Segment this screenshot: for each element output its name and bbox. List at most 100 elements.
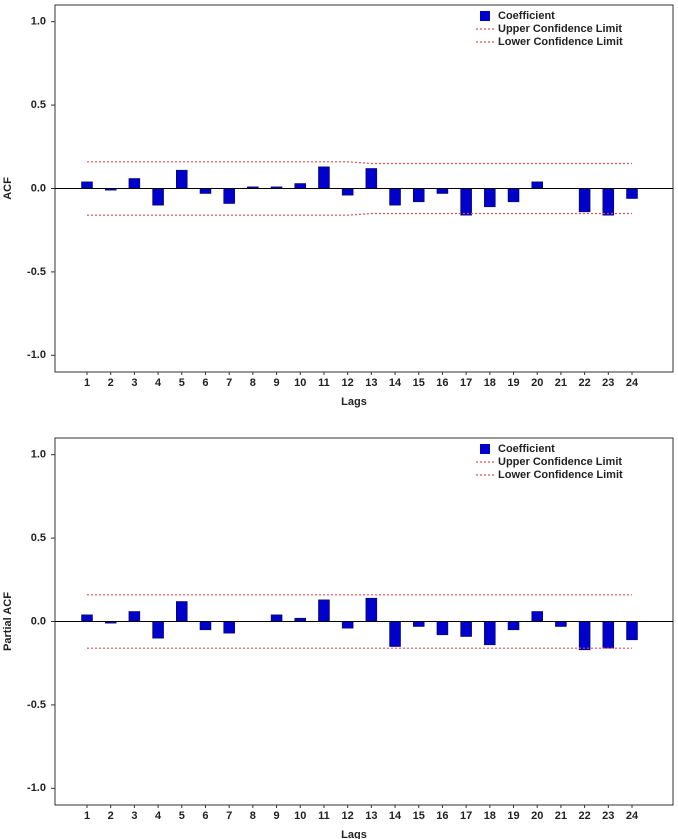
legend-label: Coefficient: [498, 443, 555, 455]
x-tick-label: 14: [389, 810, 402, 822]
bar: [152, 621, 164, 639]
x-tick-label: 8: [250, 377, 256, 389]
y-axis-label: ACF: [2, 177, 14, 200]
bar: [223, 188, 235, 204]
bar: [578, 621, 591, 651]
x-tick-label: 12: [342, 377, 354, 389]
legend-label: Lower Confidence Limit: [498, 469, 623, 481]
x-tick-label: 23: [602, 377, 614, 389]
x-tick-label: 12: [342, 810, 354, 822]
bar: [152, 188, 164, 206]
x-tick-label: 19: [507, 810, 519, 822]
y-tick-label: 0.0: [31, 182, 46, 194]
y-axis-label: Partial ACF: [2, 592, 14, 651]
bar: [341, 621, 354, 629]
x-tick-label: 4: [155, 810, 162, 822]
x-tick-label: 22: [578, 810, 590, 822]
x-tick-label: 20: [531, 377, 543, 389]
bar: [484, 188, 496, 208]
x-tick-label: 24: [626, 377, 639, 389]
legend-swatch: [480, 444, 490, 454]
bar: [555, 621, 567, 627]
x-tick-label: 5: [179, 377, 185, 389]
bar: [531, 611, 543, 622]
legend-label: Upper Confidence Limit: [498, 23, 622, 35]
bar: [318, 599, 330, 622]
bar: [365, 168, 378, 189]
bar: [294, 617, 307, 622]
bar: [199, 621, 212, 631]
y-tick-label: -0.5: [27, 266, 46, 278]
bar: [128, 178, 141, 189]
bar: [602, 188, 615, 216]
x-tick-label: 9: [274, 377, 280, 389]
x-tick-label: 21: [555, 810, 567, 822]
bar: [436, 621, 449, 636]
bar: [436, 188, 449, 194]
bar: [507, 188, 520, 203]
bar: [199, 188, 212, 194]
x-tick-label: 9: [274, 810, 280, 822]
bar: [81, 614, 93, 622]
x-tick-label: 14: [389, 377, 402, 389]
bar: [460, 621, 472, 637]
y-tick-label: 1.0: [31, 16, 46, 28]
bar: [507, 621, 520, 631]
x-tick-label: 10: [294, 810, 306, 822]
x-tick-label: 2: [108, 810, 114, 822]
x-tick-label: 22: [578, 377, 590, 389]
bar: [128, 611, 141, 622]
bar: [602, 621, 615, 649]
x-tick-label: 4: [155, 377, 162, 389]
x-tick-label: 18: [484, 810, 496, 822]
bar: [412, 188, 425, 203]
y-tick-label: -0.5: [27, 699, 46, 711]
x-tick-label: 10: [294, 377, 306, 389]
bar: [626, 188, 638, 199]
bar: [531, 181, 543, 189]
bar: [484, 621, 496, 646]
legend-label: Coefficient: [498, 10, 555, 22]
x-tick-label: 17: [460, 810, 472, 822]
bar: [460, 188, 472, 216]
bar: [341, 188, 354, 196]
x-tick-label: 5: [179, 810, 185, 822]
x-axis-label: Lags: [341, 396, 367, 408]
x-tick-label: 13: [365, 377, 377, 389]
chart: 1.00.50.0-0.5-1.01 2 3 4 5 6 7 8 9 10 11 12 13 14 15 16…: [2, 4, 674, 408]
chart: 1.00.50.0-0.5-1.01 2 3 4 5 6 7 8 9 10 11 12 13 14 15 16…: [2, 437, 674, 839]
x-tick-label: 23: [602, 810, 614, 822]
x-tick-label: 3: [131, 377, 137, 389]
legend-label: Lower Confidence Limit: [498, 36, 623, 48]
x-tick-label: 7: [226, 810, 232, 822]
y-tick-label: 1.0: [31, 449, 46, 461]
x-tick-label: 20: [531, 810, 543, 822]
x-tick-label: 24: [626, 810, 639, 822]
x-tick-label: 13: [365, 810, 377, 822]
x-tick-label: 11: [318, 810, 330, 822]
confidence-line: [87, 161, 632, 165]
x-tick-label: 15: [413, 377, 425, 389]
x-tick-label: 8: [250, 810, 256, 822]
y-tick-label: 0.5: [31, 99, 46, 111]
x-tick-label: 18: [484, 377, 496, 389]
y-tick-label: -1.0: [27, 782, 46, 794]
bar: [223, 621, 235, 634]
y-tick-label: -1.0: [27, 349, 46, 361]
bar: [270, 614, 283, 622]
bar: [81, 181, 93, 189]
bar: [412, 621, 425, 627]
bar: [176, 601, 188, 622]
x-tick-label: 3: [131, 810, 137, 822]
confidence-line: [87, 212, 632, 216]
x-tick-label: 16: [436, 810, 448, 822]
x-axis-label: Lags: [341, 829, 367, 839]
x-tick-label: 6: [202, 810, 208, 822]
x-tick-label: 19: [507, 377, 519, 389]
x-tick-label: 1: [84, 377, 90, 389]
x-tick-label: 2: [108, 377, 114, 389]
bar: [389, 621, 401, 647]
x-tick-label: 11: [318, 377, 330, 389]
x-tick-label: 21: [555, 377, 567, 389]
